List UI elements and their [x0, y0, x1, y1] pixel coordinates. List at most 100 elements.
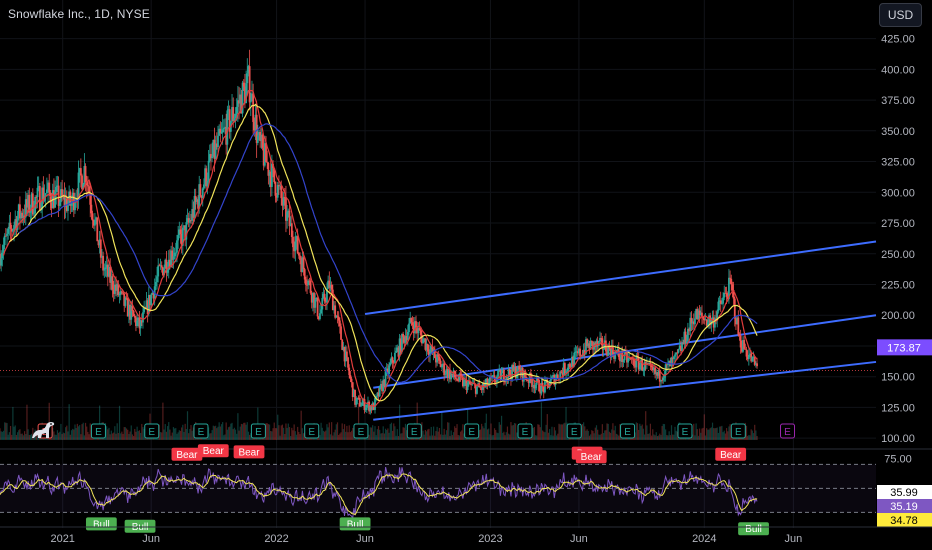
candle[interactable]	[394, 352, 396, 363]
earnings-marker-next[interactable]	[780, 423, 796, 439]
candle[interactable]	[753, 356, 756, 365]
candle[interactable]	[384, 371, 387, 386]
candle[interactable]	[354, 389, 356, 405]
candle[interactable]	[260, 134, 263, 142]
candle[interactable]	[142, 312, 144, 323]
candle[interactable]	[512, 364, 515, 371]
candle[interactable]	[117, 283, 120, 296]
candle[interactable]	[650, 364, 653, 368]
candle[interactable]	[293, 247, 296, 252]
candle[interactable]	[41, 187, 44, 210]
candle[interactable]	[75, 198, 78, 203]
candle[interactable]	[224, 126, 226, 128]
candle[interactable]	[491, 375, 494, 378]
candle[interactable]	[590, 340, 593, 342]
candle[interactable]	[511, 364, 514, 380]
candle[interactable]	[588, 343, 591, 350]
candle[interactable]	[539, 391, 542, 394]
candle[interactable]	[61, 189, 64, 198]
candle[interactable]	[210, 154, 212, 159]
candle[interactable]	[122, 292, 124, 294]
candle[interactable]	[112, 289, 115, 294]
candle[interactable]	[165, 259, 168, 273]
candle[interactable]	[569, 366, 572, 368]
candle[interactable]	[747, 354, 750, 360]
candle[interactable]	[173, 252, 176, 257]
candle[interactable]	[94, 219, 96, 226]
candle[interactable]	[518, 365, 521, 370]
candle[interactable]	[635, 356, 638, 368]
candle[interactable]	[629, 358, 632, 359]
candle[interactable]	[295, 236, 298, 242]
candle[interactable]	[499, 370, 502, 381]
candle[interactable]	[424, 338, 427, 350]
candle[interactable]	[288, 210, 291, 227]
candle[interactable]	[254, 114, 257, 131]
candle[interactable]	[663, 374, 666, 378]
candle[interactable]	[360, 405, 362, 407]
candle[interactable]	[37, 186, 40, 188]
candle[interactable]	[228, 109, 231, 132]
candle[interactable]	[130, 305, 133, 320]
candle[interactable]	[684, 331, 687, 344]
candle[interactable]	[699, 312, 702, 316]
candle[interactable]	[410, 317, 413, 323]
candle[interactable]	[738, 334, 741, 336]
candle[interactable]	[158, 265, 161, 267]
candle[interactable]	[756, 363, 758, 367]
candle[interactable]	[413, 321, 416, 334]
candle[interactable]	[604, 340, 607, 352]
candle[interactable]	[581, 355, 584, 357]
candle[interactable]	[140, 320, 143, 323]
candle[interactable]	[395, 350, 398, 353]
candle[interactable]	[506, 376, 509, 378]
candle[interactable]	[322, 293, 325, 298]
candle[interactable]	[49, 192, 52, 203]
candle[interactable]	[256, 135, 259, 143]
candle[interactable]	[344, 351, 347, 362]
candle[interactable]	[698, 310, 701, 316]
candle[interactable]	[483, 383, 485, 388]
candle[interactable]	[408, 323, 410, 333]
candle[interactable]	[695, 309, 698, 319]
candle[interactable]	[713, 318, 716, 328]
candle[interactable]	[187, 218, 190, 223]
candle[interactable]	[315, 297, 318, 300]
candle[interactable]	[211, 156, 214, 159]
earnings-marker[interactable]	[730, 423, 746, 439]
candle[interactable]	[323, 293, 326, 302]
candle[interactable]	[377, 392, 380, 397]
candle[interactable]	[81, 175, 83, 190]
candle[interactable]	[563, 363, 566, 374]
candle[interactable]	[751, 356, 754, 362]
candle[interactable]	[17, 204, 20, 217]
candle[interactable]	[55, 187, 58, 192]
candle[interactable]	[678, 345, 681, 349]
candle[interactable]	[711, 317, 714, 321]
candle[interactable]	[63, 194, 66, 207]
candle[interactable]	[233, 118, 236, 121]
candle[interactable]	[335, 315, 338, 318]
candle[interactable]	[167, 259, 170, 270]
candle[interactable]	[391, 357, 394, 363]
candle[interactable]	[15, 219, 18, 230]
candle[interactable]	[286, 211, 289, 221]
candle[interactable]	[435, 357, 437, 363]
candle[interactable]	[368, 401, 371, 412]
candle[interactable]	[101, 255, 103, 258]
candle[interactable]	[58, 202, 61, 206]
candle[interactable]	[320, 309, 323, 314]
rsi-signal-bull-badge[interactable]	[124, 519, 156, 533]
candle[interactable]	[205, 168, 208, 187]
candle[interactable]	[111, 276, 114, 290]
candle[interactable]	[47, 182, 49, 190]
candle[interactable]	[95, 217, 97, 220]
candle[interactable]	[188, 219, 191, 223]
candle[interactable]	[744, 348, 747, 350]
candle[interactable]	[606, 351, 608, 356]
candle[interactable]	[576, 351, 579, 354]
candle[interactable]	[244, 86, 246, 104]
candle[interactable]	[589, 340, 592, 350]
candle[interactable]	[412, 325, 415, 334]
candle[interactable]	[232, 107, 235, 121]
